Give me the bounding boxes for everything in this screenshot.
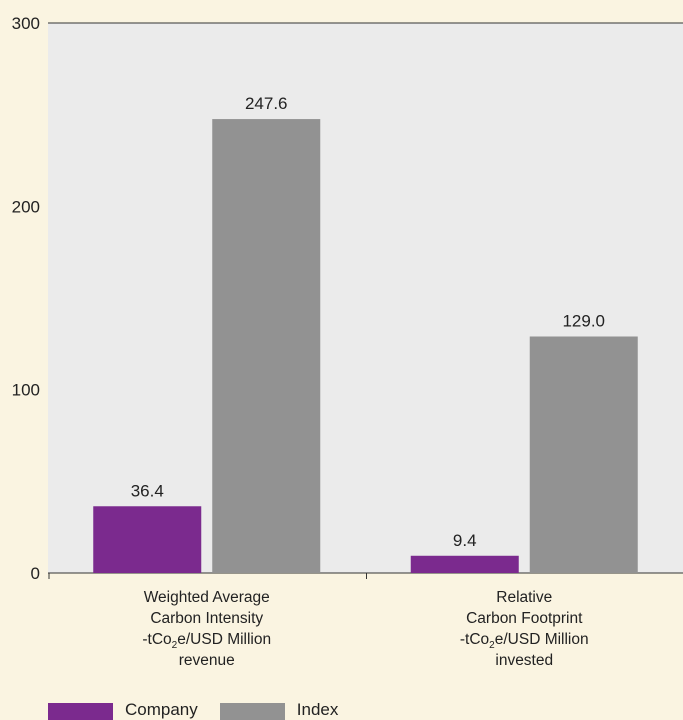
legend: Company Index <box>48 700 360 720</box>
category-label-0: Weighted Average Carbon Intensity -tCo2e/U… <box>142 589 271 669</box>
bar-company-1 <box>410 555 519 573</box>
bar-company-0 <box>93 506 202 573</box>
bar-chart: 0 100 200 300 36.4 247.6 9.4 129.0 Weighted Av… <box>12 14 683 669</box>
y-tick-label-100: 100 <box>12 381 40 400</box>
y-axis: 0 100 200 300 <box>12 14 40 583</box>
legend-label-company: Company <box>125 700 198 719</box>
y-tick-label-300: 300 <box>12 14 40 33</box>
legend-label-index: Index <box>296 700 339 719</box>
x-axis-ticks <box>48 573 367 579</box>
data-label-company-0: 36.4 <box>131 481 164 500</box>
legend-item-index: Index <box>219 700 339 720</box>
y-tick-label-200: 200 <box>12 197 40 216</box>
legend-item-company: Company <box>48 700 198 720</box>
bar-index-0 <box>212 119 321 574</box>
category-label-1: Relative Carbon Footprint -tCo2e/USD Milli… <box>460 589 589 669</box>
data-label-index-0: 247.6 <box>245 94 288 113</box>
legend-swatch-index <box>219 703 285 720</box>
category-labels: Weighted Average Carbon Intensity -tCo2e/U… <box>142 589 588 669</box>
bar-index-1 <box>529 336 638 573</box>
data-label-company-1: 9.4 <box>453 531 477 550</box>
y-tick-label-0: 0 <box>31 564 40 583</box>
data-labels: 36.4 247.6 9.4 129.0 <box>131 94 605 550</box>
data-label-index-1: 129.0 <box>562 312 605 331</box>
bars <box>93 119 638 574</box>
legend-swatch-company <box>48 703 113 720</box>
